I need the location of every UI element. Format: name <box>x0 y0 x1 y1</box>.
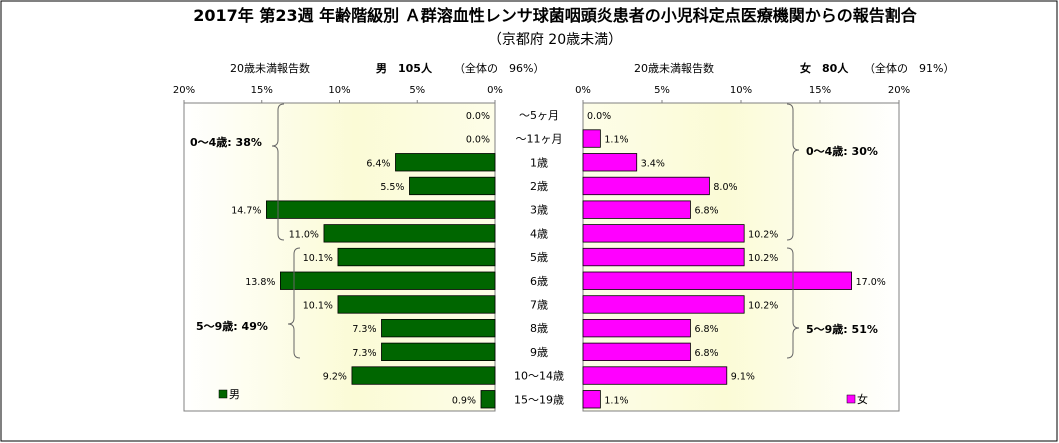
female-0-4-annotation: 0～4歳: 30% <box>806 144 878 158</box>
male-0-4-bracket <box>271 103 285 241</box>
female-bar <box>582 342 691 362</box>
female-data-label: 6.8% <box>694 324 718 335</box>
male-bar <box>266 200 496 219</box>
left-tick-label: 10% <box>328 85 350 96</box>
male-data-label: 6.4% <box>366 158 390 169</box>
female-data-label: 6.8% <box>694 348 718 359</box>
female-legend-label: 女 <box>857 392 868 406</box>
female-5-9-annotation: 5～9歳: 51% <box>806 322 878 336</box>
female-bar <box>582 176 710 196</box>
male-5-9-annotation: 5～9歳: 49% <box>196 319 268 333</box>
male-data-label: 9.2% <box>323 372 347 383</box>
category-label: ～5ヶ月 <box>519 109 559 122</box>
male-bar <box>409 176 496 196</box>
male-count: 男 105人 <box>376 61 433 75</box>
female-bar <box>582 366 728 385</box>
right-tick-label: 20% <box>888 85 910 96</box>
category-label: 1歳 <box>530 156 548 169</box>
female-bar <box>582 390 601 409</box>
female-legend-swatch <box>846 394 856 404</box>
male-data-label: 0.0% <box>466 111 490 122</box>
male-5-9-bracket <box>287 247 301 359</box>
male-bar <box>280 271 496 290</box>
male-data-label: 5.5% <box>380 182 404 193</box>
female-bar <box>582 153 638 172</box>
male-bar <box>381 342 496 362</box>
male-data-label: 0.9% <box>452 395 476 406</box>
male-bar <box>381 318 496 338</box>
male-data-label: 7.3% <box>352 348 376 359</box>
male-data-label: 11.0% <box>289 229 319 240</box>
category-label: 6歳 <box>530 275 548 288</box>
female-data-label: 17.0% <box>856 277 886 288</box>
male-bar <box>480 390 496 409</box>
male-bar <box>323 224 496 243</box>
male-bar <box>337 247 496 267</box>
female-data-label: 1.1% <box>604 395 628 406</box>
female-bar <box>582 224 745 243</box>
category-label: 15～19歳 <box>514 393 564 406</box>
left-tick-label: 0% <box>487 85 503 96</box>
male-data-label: 0.0% <box>466 135 490 146</box>
right-axis-title: 20歳未満報告数 <box>634 62 714 75</box>
female-data-label: 10.2% <box>748 300 778 311</box>
female-bar <box>582 295 745 314</box>
male-share: （全体の 96%） <box>454 61 544 75</box>
female-0-4-bracket <box>786 103 800 241</box>
category-label: 5歳 <box>530 251 548 264</box>
female-bar <box>582 200 691 219</box>
female-data-label: 3.4% <box>641 158 665 169</box>
category-label: 7歳 <box>530 298 548 311</box>
male-data-label: 13.8% <box>245 277 275 288</box>
category-label: ～11ヶ月 <box>516 133 563 146</box>
right-tick-label: 10% <box>730 85 752 96</box>
category-label: 4歳 <box>530 227 548 240</box>
category-label: 2歳 <box>530 180 548 193</box>
female-data-label: 1.1% <box>604 135 628 146</box>
female-data-label: 6.8% <box>694 206 718 217</box>
male-data-label: 7.3% <box>352 324 376 335</box>
female-bar <box>582 271 853 290</box>
female-data-label: 10.2% <box>748 253 778 264</box>
right-tick-label: 5% <box>654 85 670 96</box>
category-label: 8歳 <box>530 322 548 335</box>
female-share: （全体の 91%） <box>864 61 954 75</box>
female-bar <box>582 247 745 267</box>
male-legend-label: 男 <box>229 388 240 401</box>
category-label: 10～14歳 <box>514 370 564 383</box>
male-legend-swatch <box>218 389 228 399</box>
male-bar <box>351 366 496 385</box>
female-data-label: 9.1% <box>731 372 755 383</box>
right-tick-label: 15% <box>809 85 831 96</box>
left-tick-label: 15% <box>251 85 273 96</box>
chart-title: 2017年 第23週 年齢階級別 Ａ群溶血性レンサ球菌咽頭炎患者の小児科定点医療… <box>193 6 918 25</box>
left-tick-label: 5% <box>409 85 425 96</box>
chart-subtitle: （京都府 20歳未満） <box>488 32 622 48</box>
category-label: 3歳 <box>530 204 548 217</box>
male-data-label: 10.1% <box>303 253 333 264</box>
right-tick-label: 0% <box>575 85 591 96</box>
male-data-label: 10.1% <box>303 300 333 311</box>
male-0-4-annotation: 0～4歳: 38% <box>190 135 262 149</box>
left-tick-label: 20% <box>173 85 195 96</box>
male-bar <box>337 295 496 314</box>
left-axis-title: 20歳未満報告数 <box>230 62 310 75</box>
female-bar <box>582 129 601 148</box>
female-data-label: 8.0% <box>713 182 737 193</box>
female-data-label: 10.2% <box>748 229 778 240</box>
male-bar <box>395 153 496 172</box>
male-data-label: 14.7% <box>231 206 261 217</box>
female-5-9-bracket <box>786 247 800 359</box>
category-label: 9歳 <box>530 346 548 359</box>
female-data-label: 0.0% <box>587 111 611 122</box>
female-bar <box>582 318 691 338</box>
female-count: 女 80人 <box>800 61 849 75</box>
